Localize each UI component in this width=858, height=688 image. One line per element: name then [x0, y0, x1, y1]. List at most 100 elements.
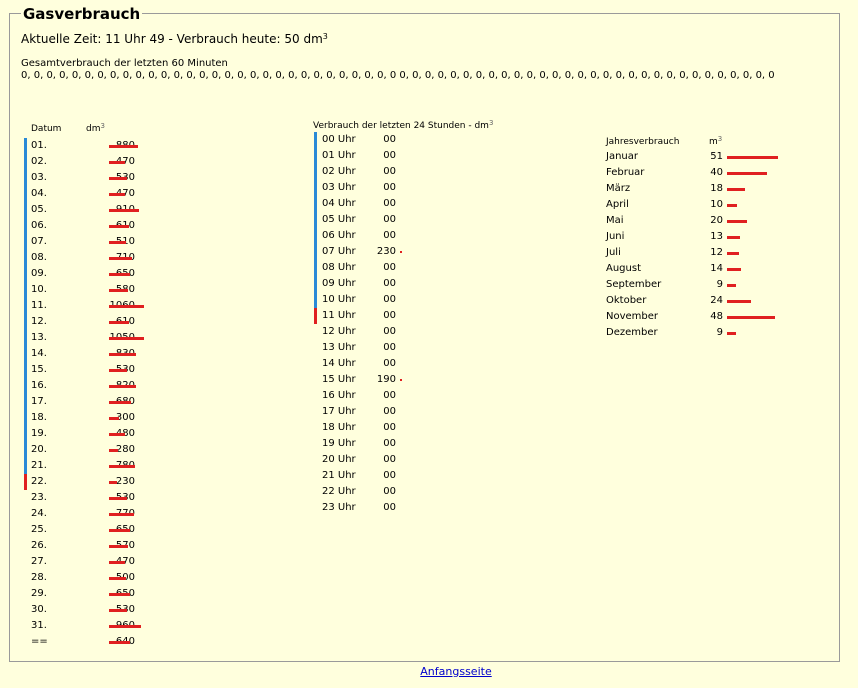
- hourly-value: 00: [383, 230, 396, 241]
- daily-bar: [109, 417, 119, 420]
- yearly-month-label: April: [606, 199, 629, 210]
- daily-day-label: 29.: [31, 588, 47, 599]
- daily-bar: [109, 289, 128, 292]
- yearly-bar: [727, 332, 736, 335]
- hourly-hour-label: 15 Uhr: [322, 374, 356, 385]
- yearly-month-label: Juli: [606, 247, 621, 258]
- daily-value: 480: [115, 428, 135, 439]
- hourly-value: 00: [383, 454, 396, 465]
- hourly-value: 230: [376, 246, 396, 257]
- hourly-title: Verbrauch der letzten 24 Stunden - dm: [313, 121, 489, 131]
- daily-row: 07. 510: [31, 234, 151, 250]
- yearly-value: 14: [710, 263, 723, 274]
- hourly-value: 00: [383, 134, 396, 145]
- hourly-hour-label: 19 Uhr: [322, 438, 356, 449]
- daily-bar: [109, 545, 128, 548]
- panel-title: Gasverbrauch: [21, 5, 143, 23]
- daily-unit-header: dm3: [86, 122, 105, 135]
- yearly-value: 18: [710, 183, 723, 194]
- hourly-value: 00: [383, 214, 396, 225]
- hourly-hour-label: 21 Uhr: [322, 470, 356, 481]
- home-link[interactable]: Anfangsseite: [420, 665, 492, 678]
- daily-bar: [109, 305, 144, 308]
- daily-row: 30.530: [31, 602, 151, 618]
- daily-bar: [109, 353, 136, 356]
- yearly-bar: [727, 236, 740, 239]
- hourly-hour-label: 20 Uhr: [322, 454, 356, 465]
- daily-bar: [109, 577, 126, 580]
- daily-row: 12.610: [31, 314, 151, 330]
- daily-day-label: 13.: [31, 332, 47, 343]
- hourly-value: 00: [383, 390, 396, 401]
- last60-label: Gesamtverbrauch der letzten 60 Minuten: [21, 58, 228, 69]
- yearly-value: 9: [716, 279, 723, 290]
- hourly-row: 22 Uhr 00: [322, 484, 422, 500]
- hourly-row: 11 Uhr 00: [322, 308, 422, 324]
- daily-row: 01.880: [31, 138, 151, 154]
- hourly-hour-label: 03 Uhr: [322, 182, 356, 193]
- hourly-hour-label: 22 Uhr: [322, 486, 356, 497]
- daily-day-label: 30.: [31, 604, 47, 615]
- hourly-bar: [400, 251, 402, 253]
- daily-row: 08.710: [31, 250, 151, 266]
- hourly-row: 01 Uhr 00: [322, 148, 422, 164]
- yearly-bar: [727, 252, 739, 255]
- daily-row: 22. 230: [31, 474, 151, 490]
- hourly-value: 00: [383, 326, 396, 337]
- hourly-row: 09 Uhr 00: [322, 276, 422, 292]
- yearly-value: 12: [710, 247, 723, 258]
- yearly-row: September 9: [606, 277, 786, 293]
- yearly-row: April 10: [606, 197, 786, 213]
- yearly-row: Oktober 24: [606, 293, 786, 309]
- yearly-month-label: Juni: [606, 231, 625, 242]
- daily-value: 470: [115, 188, 135, 199]
- daily-today-marker: [24, 474, 27, 490]
- daily-value: 280: [115, 444, 135, 455]
- daily-day-label: 03.: [31, 172, 47, 183]
- hourly-hour-label: 23 Uhr: [322, 502, 356, 513]
- yearly-month-label: März: [606, 183, 631, 194]
- hourly-row: 08 Uhr 00: [322, 260, 422, 276]
- current-time: 11 Uhr 49: [105, 32, 165, 46]
- hourly-value: 00: [383, 262, 396, 273]
- daily-day-label: 04.: [31, 188, 47, 199]
- hourly-value: 00: [383, 342, 396, 353]
- hourly-value: 00: [383, 166, 396, 177]
- daily-day-label: 11.: [31, 300, 47, 311]
- hourly-row: 10 Uhr 00: [322, 292, 422, 308]
- daily-bar: [109, 401, 131, 404]
- daily-bar: [109, 161, 125, 164]
- usage-unit-sup: 3: [322, 32, 328, 41]
- yearly-bar: [727, 220, 747, 223]
- usage-today: 50: [284, 32, 300, 46]
- daily-bar: [109, 513, 134, 516]
- daily-bar: [109, 449, 118, 452]
- daily-unit-sup: 3: [100, 122, 105, 130]
- hourly-row: 00 Uhr 00: [322, 132, 422, 148]
- daily-day-label: 18.: [31, 412, 47, 423]
- daily-day-label: 16.: [31, 380, 47, 391]
- hourly-row: 23 Uhr 00: [322, 500, 422, 516]
- hourly-value: 00: [383, 406, 396, 417]
- yearly-row: Dezember 9: [606, 325, 786, 341]
- hourly-value: 00: [383, 182, 396, 193]
- time-prefix: Aktuelle Zeit:: [21, 32, 106, 46]
- usage-unit: dm: [303, 32, 323, 46]
- daily-bar: [109, 369, 127, 372]
- hourly-row: 19 Uhr 00: [322, 436, 422, 452]
- hourly-hour-label: 10 Uhr: [322, 294, 356, 305]
- daily-row: 19. 480: [31, 426, 151, 442]
- yearly-unit-sup: 3: [717, 135, 723, 143]
- daily-row: 10.580: [31, 282, 151, 298]
- yearly-value: 13: [710, 231, 723, 242]
- daily-day-label: 28.: [31, 572, 47, 583]
- daily-day-label: 14.: [31, 348, 47, 359]
- hourly-hour-label: 06 Uhr: [322, 230, 356, 241]
- hourly-hour-label: 05 Uhr: [322, 214, 356, 225]
- hourly-hour-label: 00 Uhr: [322, 134, 356, 145]
- daily-date-header: Datum: [31, 124, 62, 134]
- daily-day-label: 21.: [31, 460, 47, 471]
- daily-row: 14.830: [31, 346, 151, 362]
- daily-day-label: 20.: [31, 444, 47, 455]
- daily-day-label: 17.: [31, 396, 47, 407]
